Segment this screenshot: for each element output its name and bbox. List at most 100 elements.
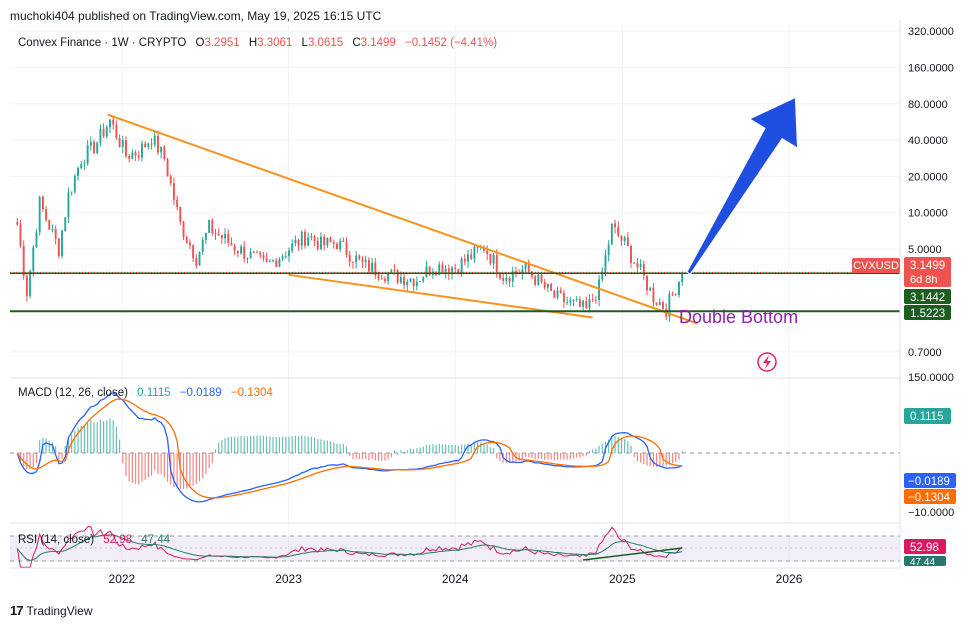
lightning-icon[interactable] [757,352,777,372]
rsi-badge: 52.98 [904,539,946,554]
candle-body [668,293,671,317]
level-badge-2: 1.5223 [904,305,951,320]
rsi-ma-badge: 47.44 [904,556,946,568]
candle-body [96,142,99,154]
candle-body [642,264,645,276]
candle-body [163,146,166,160]
candle-body [61,230,64,257]
tradingview-footer[interactable]: 17 TradingView [10,603,93,618]
countdown-value: 6d 8h [910,274,938,286]
candle-body [121,140,124,147]
candle-body [473,246,476,259]
candle-body [268,261,271,263]
candle-body [236,250,239,254]
candle-body [278,259,281,267]
candle-body [105,127,108,137]
candle-body [323,236,326,246]
candle-body [249,252,252,259]
candle-body [678,282,680,296]
candle-body [419,281,422,282]
candle-body [345,241,348,256]
candle-body [339,240,342,250]
candle-body [406,281,409,285]
candle-body [476,246,479,248]
candle-body [41,196,44,210]
high-label: H [249,37,257,49]
macd-legend-label: MACD (12, 26, close) [18,387,128,399]
candle-body [550,283,553,291]
candle-body [463,258,466,262]
candle-body [48,219,51,230]
svg-text:52.98: 52.98 [910,542,939,554]
candle-body [246,258,249,260]
candle-body [521,269,524,274]
candle-body [275,260,278,267]
candle-body [387,273,390,282]
low-label: L [302,37,309,49]
macd-line-badge: −0.0189 [904,473,956,488]
x-tick-label: 2025 [609,572,636,586]
candle-body [515,271,517,273]
candle-body [396,270,399,283]
candle-body [179,206,182,222]
candle-body [45,209,48,220]
x-tick-label: 2023 [275,572,302,586]
macd-legend-hist: 0.1115 [137,387,170,399]
high-value: 3.3061 [257,37,292,49]
candle-body [259,252,262,256]
candle-body [284,256,287,257]
candle-body [652,287,655,303]
candle-body [351,261,354,263]
price-badge: 3.1499 6d 8h [904,257,951,287]
candle-body [598,279,601,301]
candle-body [377,275,380,279]
candle-body [204,232,207,240]
candle-body [224,234,227,239]
candle-body [467,254,469,262]
x-tick-label: 2026 [776,572,803,586]
candle-body [358,255,361,259]
candle-body [674,294,677,296]
candle-body [470,254,473,259]
candle-body [112,119,115,125]
candle-body [594,299,597,301]
candle-body [147,143,150,148]
low-value: 3.0615 [308,37,343,49]
candle-body [288,250,290,257]
candle-body [546,283,549,288]
rsi-legend: RSI (14, close) 52.98 47.44 [18,534,171,546]
candle-body [54,228,57,239]
svg-text:−0.1304: −0.1304 [908,492,950,504]
candle-body [371,262,374,272]
rsi-legend-ma: 47.44 [141,534,170,546]
svg-text:47.44: 47.44 [910,557,935,568]
candle-body [671,293,674,295]
candle-body [329,237,332,243]
candle-body [304,231,306,246]
candle-body [153,135,156,145]
candle-body [553,290,556,298]
candle-body [681,273,684,283]
svg-text:−0.0189: −0.0189 [908,476,950,488]
candle-body [511,271,514,282]
svg-text:CVXUSD: CVXUSD [853,260,899,272]
candle-body [655,302,658,305]
candle-body [451,267,453,274]
candle-body [29,270,32,297]
rsi-ma-line [16,534,683,561]
candle-body [633,262,636,264]
candle-body [505,278,508,281]
y-tick-label: 0.7000 [908,347,942,359]
candle-body [297,239,300,246]
y-tick-label: 5.0000 [908,244,942,256]
candle-body [307,237,310,246]
candle-body [662,302,664,309]
candle-body [447,268,450,274]
candle-body [172,183,175,200]
candle-body [86,145,89,164]
close-value: 3.1499 [361,37,396,49]
candle-body [291,243,294,251]
candle-body [409,278,412,282]
candle-body [182,221,185,238]
